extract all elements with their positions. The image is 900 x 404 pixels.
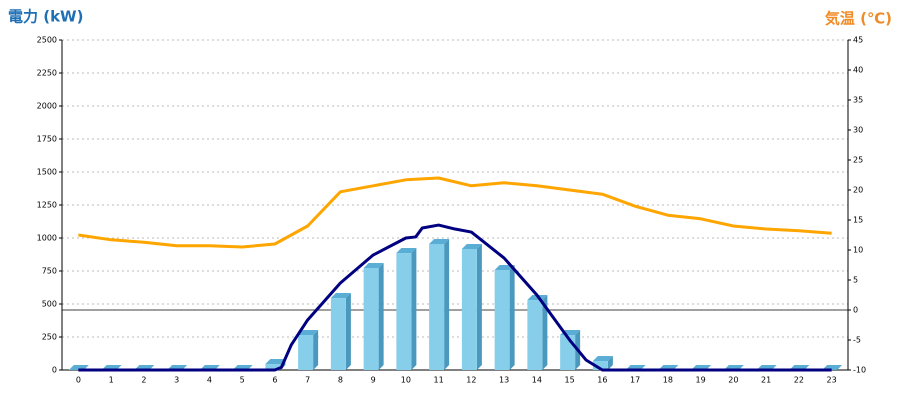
x-tick-label: 0 [76,376,81,385]
y2-tick-label: 15 [853,216,863,225]
x-tick-label: 3 [174,376,179,385]
y-axis-title: 電力 (kW) [8,8,83,26]
x-tick-label: 15 [565,376,575,385]
y2-tick-label: 0 [853,306,858,315]
y2-tick-label: 5 [853,276,858,285]
y-tick-label: 750 [42,267,57,276]
bar-side [444,238,450,370]
x-tick-label: 13 [499,376,509,385]
bar [527,300,543,370]
y2-tick-label: 40 [853,66,863,75]
x-tick-label: 1 [109,376,114,385]
y2-tick-label: 35 [853,96,863,105]
bar-side [476,243,482,370]
x-tick-label: 20 [728,376,738,385]
bar-side [509,264,515,370]
bar [461,248,477,370]
x-tick-label: 21 [761,376,771,385]
bar [560,335,576,370]
bar-top [592,356,613,362]
y2-tick-label: 30 [853,126,863,135]
x-tick-label: 12 [466,376,476,385]
bar-side [378,262,384,370]
x-tick-label: 9 [371,376,376,385]
bar [429,243,445,370]
bar [298,335,314,370]
x-tick-label: 5 [240,376,245,385]
x-tick-label: 16 [597,376,607,385]
x-tick-label: 23 [827,376,837,385]
bar-top [265,359,286,365]
y-tick-label: 1750 [37,135,57,144]
x-tick-label: 22 [794,376,804,385]
y-tick-label: 2500 [37,36,57,45]
y2-tick-label: 45 [853,36,863,45]
bar [330,298,346,370]
y2-tick-label: 20 [853,186,863,195]
bar-top [363,262,384,268]
x-tick-label: 2 [141,376,146,385]
y-tick-label: 250 [42,333,57,342]
x-tick-label: 11 [434,376,444,385]
bar [396,253,412,370]
x-tick-label: 7 [305,376,310,385]
y-tick-label: 1000 [37,234,57,243]
bar-side [313,330,319,370]
bar [494,269,510,370]
y-tick-label: 2000 [37,102,57,111]
bar-top [330,293,351,299]
y2-tick-label: -5 [853,336,861,345]
y-tick-label: 2250 [37,69,57,78]
y2-tick-label: -10 [853,366,866,375]
bar-side [345,293,351,370]
x-tick-label: 6 [272,376,277,385]
bar-top [429,238,450,244]
x-tick-label: 4 [207,376,212,385]
bar-top [396,248,417,254]
x-tick-label: 14 [532,376,542,385]
bar-top [298,330,319,336]
x-tick-label: 10 [401,376,411,385]
bar-side [542,295,548,370]
x-tick-label: 18 [663,376,673,385]
bar-top [461,243,482,249]
bar [265,364,281,370]
y-tick-label: 1500 [37,168,57,177]
y-tick-label: 0 [52,366,57,375]
y2-tick-label: 10 [853,246,863,255]
y2-tick-label: 25 [853,156,863,165]
power-line [78,223,832,372]
y-tick-label: 500 [42,300,57,309]
bar [592,361,608,370]
bar-side [607,356,613,370]
y-tick-label: 1250 [37,201,57,210]
x-tick-label: 19 [696,376,706,385]
temperature-line [78,176,832,249]
x-tick-label: 17 [630,376,640,385]
x-tick-label: 8 [338,376,343,385]
bar-side [411,248,417,370]
bar [363,267,379,370]
y2-axis-title: 気温 (℃) [825,10,892,28]
